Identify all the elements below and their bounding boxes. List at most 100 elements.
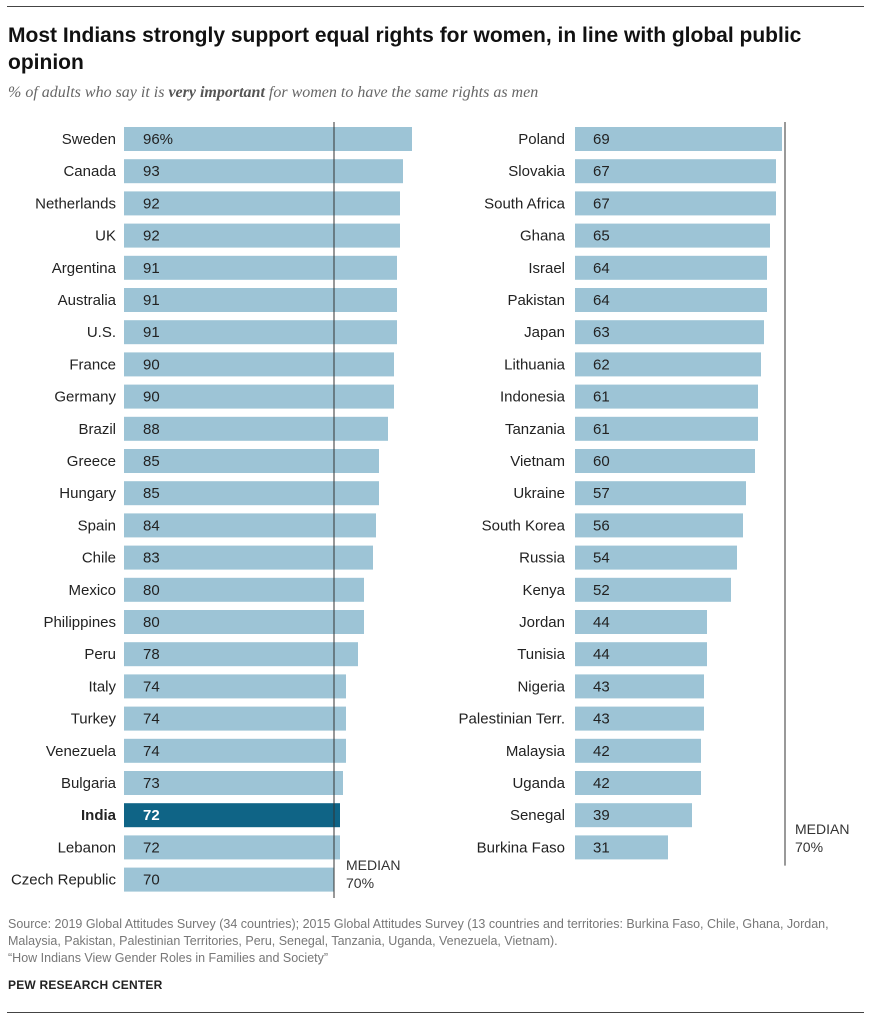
value-label-india: 72 bbox=[143, 807, 160, 824]
country-label-philippines: Philippines bbox=[43, 614, 116, 631]
bar-tunisia bbox=[575, 642, 707, 667]
bar-u-s bbox=[124, 320, 397, 345]
country-label-tunisia: Tunisia bbox=[517, 646, 565, 663]
country-label-spain: Spain bbox=[78, 517, 116, 534]
value-label-germany: 90 bbox=[143, 389, 160, 406]
bar-netherlands bbox=[124, 191, 400, 216]
bar-poland bbox=[575, 127, 782, 151]
country-label-indonesia: Indonesia bbox=[500, 389, 566, 406]
value-label-spain: 84 bbox=[143, 517, 160, 534]
value-label-u-s: 91 bbox=[143, 324, 160, 341]
value-label-vietnam: 60 bbox=[593, 453, 610, 470]
source-line: Source: 2019 Global Attitudes Survey (34… bbox=[8, 917, 829, 948]
value-label-philippines: 80 bbox=[143, 614, 160, 631]
median-label-right: MEDIAN bbox=[795, 821, 849, 837]
bar-turkey bbox=[124, 706, 346, 731]
country-label-bulgaria: Bulgaria bbox=[61, 775, 117, 792]
country-label-ghana: Ghana bbox=[520, 228, 566, 245]
country-label-canada: Canada bbox=[63, 163, 116, 180]
bar-israel bbox=[575, 255, 767, 280]
country-label-japan: Japan bbox=[524, 324, 565, 341]
value-label-turkey: 74 bbox=[143, 711, 160, 728]
report-title-line: “How Indians View Gender Roles in Famili… bbox=[8, 951, 329, 965]
bar-kenya bbox=[575, 577, 731, 602]
value-label-nigeria: 43 bbox=[593, 678, 610, 695]
bar-lithuania bbox=[575, 352, 761, 377]
value-label-lebanon: 72 bbox=[143, 839, 160, 856]
country-label-uganda: Uganda bbox=[512, 775, 565, 792]
country-label-hungary: Hungary bbox=[59, 485, 116, 502]
value-label-bulgaria: 73 bbox=[143, 775, 160, 792]
value-label-argentina: 91 bbox=[143, 260, 160, 277]
subtitle-emphasis: very important bbox=[168, 84, 265, 101]
bar-vietnam bbox=[575, 449, 755, 473]
bar-south-korea bbox=[575, 513, 743, 538]
bar-peru bbox=[124, 642, 358, 667]
bar-argentina bbox=[124, 255, 397, 280]
country-label-south-korea: South Korea bbox=[482, 517, 566, 534]
pew-brand: PEW RESEARCH CENTER bbox=[8, 978, 163, 992]
country-label-india: India bbox=[81, 807, 117, 824]
country-label-vietnam: Vietnam bbox=[510, 453, 565, 470]
bottom-rule bbox=[7, 1012, 864, 1013]
value-label-canada: 93 bbox=[143, 163, 160, 180]
country-label-netherlands: Netherlands bbox=[35, 195, 116, 212]
value-label-japan: 63 bbox=[593, 324, 610, 341]
country-label-pakistan: Pakistan bbox=[507, 292, 565, 309]
country-label-slovakia: Slovakia bbox=[508, 163, 565, 180]
bar-spain bbox=[124, 513, 376, 538]
country-label-uk: UK bbox=[95, 228, 116, 245]
value-label-indonesia: 61 bbox=[593, 389, 610, 406]
bar-canada bbox=[124, 159, 403, 184]
value-label-chile: 83 bbox=[143, 550, 160, 567]
source-note: Source: 2019 Global Attitudes Survey (34… bbox=[8, 916, 878, 967]
bar-france bbox=[124, 352, 394, 377]
country-label-burkina-faso: Burkina Faso bbox=[477, 839, 565, 856]
value-label-italy: 74 bbox=[143, 678, 160, 695]
bar-tanzania bbox=[575, 416, 758, 441]
country-label-ukraine: Ukraine bbox=[513, 485, 565, 502]
value-label-lithuania: 62 bbox=[593, 356, 610, 373]
country-label-france: France bbox=[69, 356, 116, 373]
value-label-slovakia: 67 bbox=[593, 163, 610, 180]
value-label-ghana: 65 bbox=[593, 228, 610, 245]
value-label-senegal: 39 bbox=[593, 807, 610, 824]
bar-slovakia bbox=[575, 159, 776, 184]
value-label-tanzania: 61 bbox=[593, 421, 610, 438]
country-label-lithuania: Lithuania bbox=[504, 356, 566, 373]
value-label-russia: 54 bbox=[593, 550, 610, 567]
subtitle-suffix: for women to have the same rights as men bbox=[264, 84, 539, 101]
bar-jordan bbox=[575, 610, 707, 634]
country-label-australia: Australia bbox=[58, 292, 117, 309]
bar-ghana bbox=[575, 223, 770, 248]
bar-italy bbox=[124, 674, 346, 699]
bar-brazil bbox=[124, 416, 388, 441]
country-label-turkey: Turkey bbox=[71, 711, 117, 728]
bar-philippines bbox=[124, 610, 364, 634]
bar-russia bbox=[575, 545, 737, 570]
bar-indonesia bbox=[575, 384, 758, 409]
country-label-mexico: Mexico bbox=[68, 582, 116, 599]
bar-lebanon bbox=[124, 835, 340, 860]
bar-pakistan bbox=[575, 288, 767, 312]
country-label-chile: Chile bbox=[82, 550, 116, 567]
value-label-jordan: 44 bbox=[593, 614, 610, 631]
country-label-brazil: Brazil bbox=[78, 421, 116, 438]
value-label-poland: 69 bbox=[593, 131, 610, 148]
bar-ukraine bbox=[575, 481, 746, 506]
value-label-australia: 91 bbox=[143, 292, 160, 309]
value-label-uk: 92 bbox=[143, 228, 160, 245]
country-label-senegal: Senegal bbox=[510, 807, 565, 824]
bar-greece bbox=[124, 449, 379, 473]
value-label-sweden: 96% bbox=[143, 131, 173, 148]
country-label-u-s: U.S. bbox=[87, 324, 116, 341]
country-label-kenya: Kenya bbox=[522, 582, 565, 599]
bar-malaysia bbox=[575, 738, 701, 763]
value-label-palestinian-terr: 43 bbox=[593, 711, 610, 728]
top-rule bbox=[7, 6, 864, 7]
country-label-israel: Israel bbox=[528, 260, 565, 277]
bar-mexico bbox=[124, 577, 364, 602]
value-label-south-africa: 67 bbox=[593, 195, 610, 212]
value-label-malaysia: 42 bbox=[593, 743, 610, 760]
bar-australia bbox=[124, 288, 397, 312]
